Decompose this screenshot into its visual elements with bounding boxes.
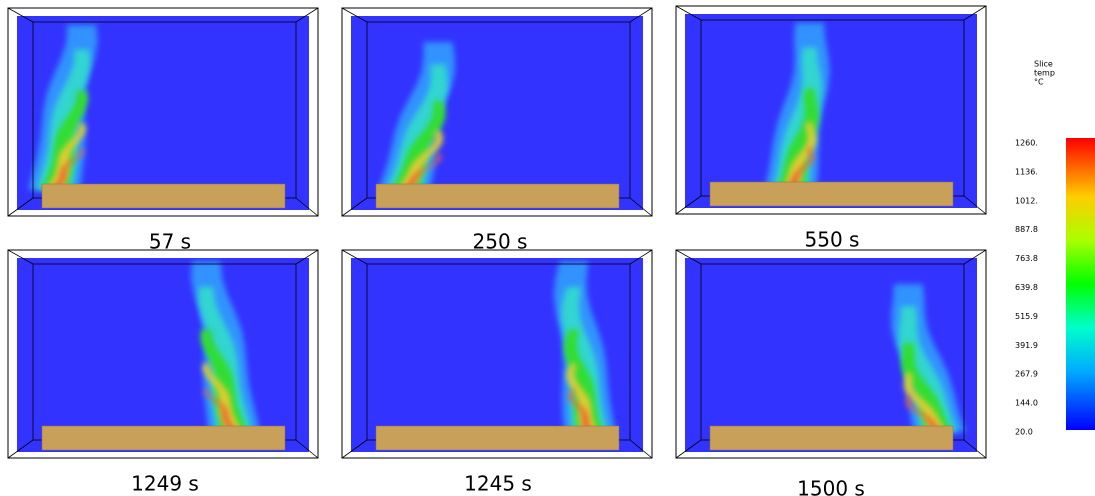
plume-layer — [41, 90, 89, 190]
room-edge — [341, 439, 368, 459]
colorbar-title: temp — [1034, 69, 1055, 78]
plume-layer — [204, 389, 239, 432]
burner — [375, 425, 620, 451]
plume-layer — [50, 148, 84, 190]
plume-layer — [400, 153, 442, 190]
plume-layer — [391, 101, 446, 190]
burner — [375, 183, 620, 209]
room-edge — [341, 7, 368, 23]
room-edge — [963, 5, 987, 21]
colorbar-label: 267.9 — [1015, 370, 1038, 379]
plume-layer — [46, 123, 86, 190]
room-edge — [629, 439, 653, 459]
plume-layer — [901, 343, 953, 432]
colorbar-title: °C — [1034, 78, 1044, 87]
room-edge — [295, 249, 319, 265]
colorbar-label: 1012. — [1015, 196, 1038, 205]
colorbar-label: 763.8 — [1015, 254, 1038, 263]
plume — [28, 24, 98, 191]
room-edge — [629, 197, 653, 217]
plume-layer — [782, 121, 817, 188]
room-edge — [7, 7, 34, 23]
plume — [191, 261, 261, 432]
colorbar-title: Slice — [1034, 60, 1053, 69]
plume — [378, 42, 455, 190]
colorbar-label: 887.8 — [1015, 225, 1038, 234]
room-edge — [341, 249, 368, 265]
room-edge — [7, 197, 34, 217]
room-edge — [629, 249, 653, 265]
burner — [709, 425, 954, 451]
plume-layer — [36, 49, 91, 191]
colorbar-label: 1136. — [1015, 167, 1038, 176]
colorbar-label: 144.0 — [1015, 399, 1038, 408]
plume-layer — [386, 64, 448, 190]
plume-layer — [568, 389, 594, 432]
panel — [7, 249, 319, 459]
panel — [675, 5, 987, 215]
plume — [553, 261, 616, 432]
panel — [675, 249, 987, 459]
room-edge — [341, 197, 368, 217]
plume-layer — [777, 88, 820, 188]
room-edge — [629, 7, 653, 23]
plume-layer — [563, 329, 603, 432]
room-edge — [295, 7, 319, 23]
panel — [341, 7, 653, 217]
plume-layer — [786, 146, 815, 188]
colorbar-label: 639.8 — [1015, 283, 1038, 292]
colorbar-label: 20.0 — [1015, 428, 1033, 437]
plume-layer — [200, 329, 248, 432]
panel — [341, 249, 653, 459]
plume-layer — [202, 363, 243, 432]
colorbar — [1066, 138, 1095, 430]
plume — [764, 22, 830, 189]
room-edge — [675, 439, 702, 459]
plume-layer — [198, 287, 253, 432]
plume-layer — [396, 130, 443, 190]
room-edge — [963, 249, 987, 265]
plume-layer — [903, 372, 948, 432]
burner — [41, 425, 286, 451]
colorbar-label: 1260. — [1015, 139, 1038, 148]
plume-layer — [561, 287, 608, 432]
burner — [41, 183, 286, 209]
room-edge — [7, 439, 34, 459]
room-edge — [675, 5, 702, 21]
room-edge — [295, 197, 319, 217]
room-edge — [963, 439, 987, 459]
room-edge — [675, 249, 702, 265]
panel — [7, 7, 319, 217]
plume-layer — [566, 363, 598, 432]
room-edge — [295, 439, 319, 459]
room-edge — [7, 249, 34, 265]
burner — [709, 181, 954, 207]
colorbar-label: 391.9 — [1015, 341, 1038, 350]
caption: 1249 s — [131, 472, 199, 496]
plume — [891, 284, 966, 432]
plume-layer — [898, 306, 958, 432]
colorbar-label: 515.9 — [1015, 312, 1038, 321]
plume-layer — [905, 395, 944, 432]
caption: 550 s — [805, 228, 860, 252]
room-background — [17, 258, 309, 452]
room-edge — [675, 195, 702, 215]
room-edge — [963, 195, 987, 215]
caption: 1245 s — [464, 472, 532, 496]
caption: 1500 s — [797, 477, 865, 496]
room-background — [685, 14, 977, 208]
